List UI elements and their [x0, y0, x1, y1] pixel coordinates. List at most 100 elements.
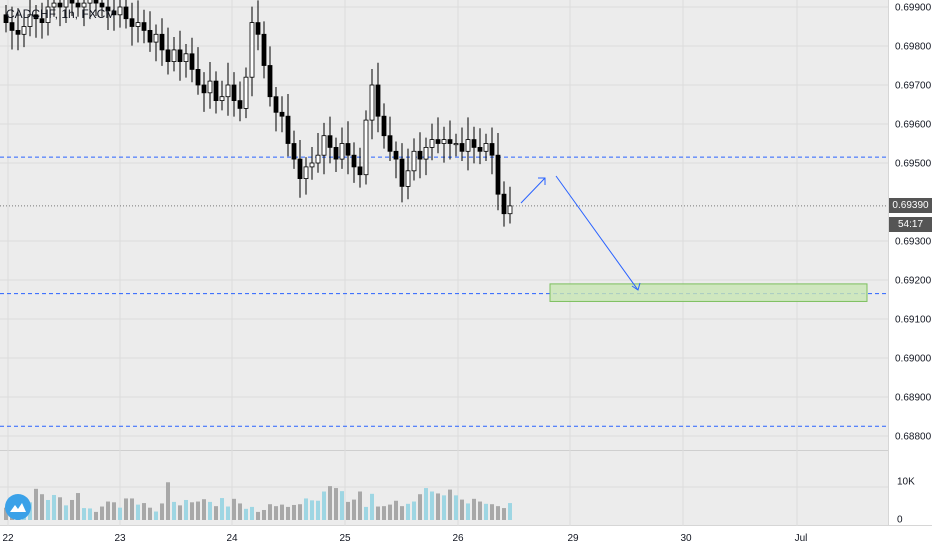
volume-bar: [502, 508, 506, 520]
candle-body: [291, 143, 297, 160]
candle-body: [357, 166, 363, 176]
arrow-up-head: [538, 177, 546, 185]
time-tick-label: Jul: [795, 533, 808, 544]
time-tick-label: 26: [452, 533, 464, 544]
projection-arrows[interactable]: [520, 175, 641, 291]
candle-body: [333, 146, 339, 160]
candle-body: [381, 115, 387, 137]
volume-bar: [274, 506, 278, 520]
candle-body: [279, 111, 285, 117]
volume-bar: [364, 506, 368, 520]
candle-body: [243, 76, 249, 109]
candle-body: [369, 84, 375, 121]
candle-body: [489, 143, 495, 156]
volume-bar: [376, 506, 380, 520]
candle-body: [21, 26, 27, 35]
symbol-title[interactable]: CADCHF, 1h, FXCM: [6, 7, 116, 21]
candle-body: [303, 166, 309, 179]
volume-bar: [70, 499, 74, 520]
volume-bar: [496, 506, 500, 520]
arrow-down-line: [555, 175, 639, 291]
candle-body: [189, 53, 195, 70]
candle-body: [411, 150, 417, 172]
volume-bar: [412, 501, 416, 520]
volume-bar: [76, 493, 80, 520]
volume-bar: [370, 493, 374, 520]
candle-body: [249, 22, 255, 78]
volume-bar: [154, 511, 158, 520]
candle-body: [195, 69, 201, 86]
candle-body: [123, 6, 129, 20]
volume-bar: [88, 508, 92, 520]
volume-bar: [190, 502, 194, 520]
price-tick-label: 0.69100: [895, 315, 932, 326]
volume-bar: [448, 489, 452, 520]
volume-bar: [46, 499, 50, 520]
candle-body: [423, 146, 429, 160]
volume-bar: [262, 509, 266, 520]
volume-bar: [196, 501, 200, 520]
volume-bar: [160, 503, 164, 520]
volume-bar: [172, 501, 176, 520]
volume-bar: [178, 505, 182, 520]
candle-body: [453, 143, 459, 146]
candle-body: [153, 33, 159, 43]
volume-bar: [112, 502, 116, 520]
candle-body: [345, 143, 351, 156]
candle-body: [231, 84, 237, 101]
volume-bar: [100, 506, 104, 520]
candle-body: [33, 14, 39, 20]
candle-body: [393, 150, 399, 160]
candle-body: [495, 154, 501, 195]
last-price-label: 0.69390: [889, 198, 932, 213]
time-axis-labels: 22 23 24 25 26 29 30 Jul: [2, 533, 807, 544]
candle-body: [117, 6, 123, 16]
candle-body: [57, 2, 63, 8]
volume-bar: [358, 491, 362, 520]
candle-body: [429, 139, 435, 148]
volume-bar: [52, 494, 56, 520]
logo-glyph-icon: [10, 503, 26, 512]
volume-bar: [148, 507, 152, 520]
candle-body: [273, 96, 279, 113]
candle-body: [435, 139, 441, 144]
volume-bar: [142, 503, 146, 520]
candle-body: [87, 0, 93, 4]
candle-body: [129, 18, 135, 27]
candle-body: [165, 49, 171, 63]
volume-bar: [94, 511, 98, 520]
candle-body: [105, 6, 111, 12]
candle-body: [255, 22, 261, 35]
volume-bar: [106, 501, 110, 520]
volume-bar: [280, 504, 284, 520]
time-tick-label: 25: [339, 533, 351, 544]
volume-bar: [400, 506, 404, 520]
candle-body: [261, 33, 267, 66]
candle-body: [213, 80, 219, 101]
volume-tick-label: 10K: [897, 477, 915, 488]
candle-body: [51, 2, 57, 8]
main-pane-bg: [0, 0, 888, 450]
price-tick-label: 0.69600: [895, 120, 932, 131]
volume-bar: [406, 503, 410, 520]
candle-body: [159, 33, 165, 51]
volume-bar: [334, 488, 338, 520]
volume-bar: [136, 504, 140, 520]
tradingview-logo-icon[interactable]: [5, 494, 31, 520]
candles: [3, 0, 513, 227]
candle-body: [237, 100, 243, 109]
volume-bar: [352, 499, 356, 520]
volume-bar: [64, 505, 68, 520]
candle-body: [45, 6, 51, 23]
target-zone-layer[interactable]: [549, 283, 868, 302]
volume-bar: [328, 486, 332, 520]
candle-body: [27, 14, 33, 27]
volume-bar: [118, 507, 122, 520]
volume-axis-labels: 10K 0: [897, 477, 915, 526]
target-zone[interactable]: [549, 283, 868, 302]
candle-body: [285, 115, 291, 144]
arrow-up-line[interactable]: [520, 177, 546, 204]
volume-bars: [4, 482, 512, 520]
volume-bar: [220, 498, 224, 520]
